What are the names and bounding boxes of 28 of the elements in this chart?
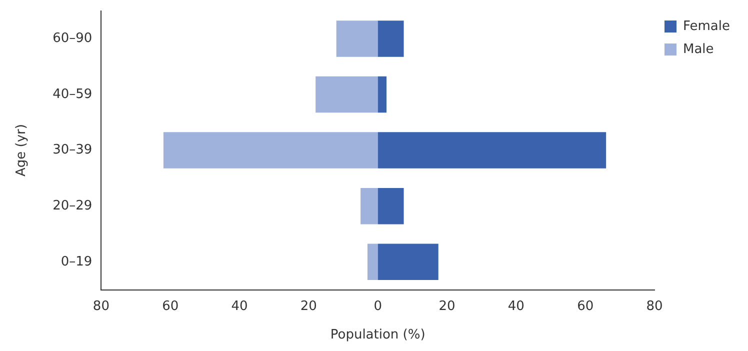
x-tick-label: 20 xyxy=(438,298,456,314)
bar xyxy=(378,132,606,168)
x-tick-label: 0 xyxy=(374,298,382,314)
y-tick-label: 60–90 xyxy=(52,31,92,46)
y-axis-title: Age (yr) xyxy=(14,124,30,177)
y-tick-label: 30–39 xyxy=(52,142,92,158)
bar xyxy=(378,20,404,57)
legend-label: Female xyxy=(682,18,730,34)
bar xyxy=(378,244,438,280)
y-tick-label: 0–19 xyxy=(60,254,92,270)
x-axis-title: Population (%) xyxy=(330,328,426,343)
x-tick-label: 40 xyxy=(508,298,524,314)
x-tick-label: 80 xyxy=(646,298,663,314)
bar xyxy=(378,76,386,113)
y-tick-label: 40–59 xyxy=(52,86,92,102)
x-tick-label: 60 xyxy=(577,298,594,314)
x-tick-label: 20 xyxy=(300,298,317,314)
bar xyxy=(336,20,378,57)
bar xyxy=(163,132,378,168)
bar xyxy=(367,244,378,280)
y-tick-label: 20–29 xyxy=(52,198,92,214)
x-tick-label: 80 xyxy=(92,298,110,314)
x-tick-label: 40 xyxy=(231,298,248,314)
bar xyxy=(378,188,404,224)
x-tick-label: 60 xyxy=(162,298,179,314)
bar xyxy=(360,188,378,224)
legend-label: Male xyxy=(682,42,714,57)
bar xyxy=(316,76,378,113)
